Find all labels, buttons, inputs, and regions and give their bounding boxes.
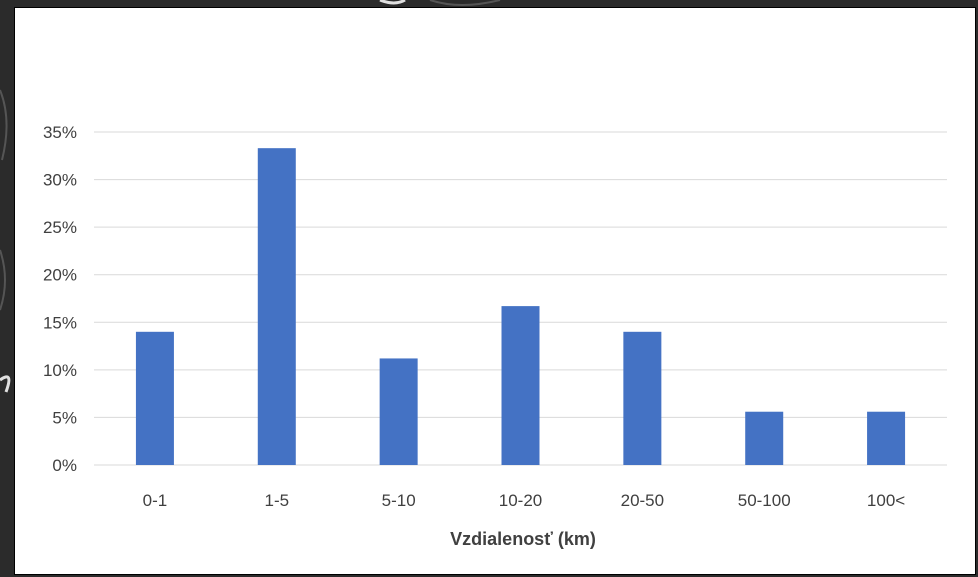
bar: [379, 358, 418, 465]
background-contour-line: [379, 0, 406, 5]
y-tick-label: 5%: [52, 408, 77, 427]
y-tick-label: 15%: [43, 313, 77, 332]
bar: [135, 331, 174, 465]
bar: [257, 148, 296, 465]
x-tick-label: 0-1: [143, 491, 168, 510]
x-tick-label: 1-5: [264, 491, 289, 510]
background-contour-line: [0, 89, 8, 161]
x-tick-label: 10-20: [499, 491, 542, 510]
bars: [135, 148, 906, 465]
bar-chart: 0% 5% 10% 15% 20% 25% 30% 35% 0-1 1-5 5-10 10-20 20…: [43, 123, 947, 549]
x-axis-title: Vzdialenosť (km): [450, 529, 596, 549]
y-tick-label: 35%: [43, 123, 77, 142]
x-tick-label: 20-50: [621, 491, 664, 510]
y-tick-label: 25%: [43, 218, 77, 237]
y-tick-label: 0%: [52, 456, 77, 475]
y-tick-label: 10%: [43, 361, 77, 380]
background-contour-line: [0, 249, 6, 311]
bar: [501, 306, 540, 465]
y-tick-label: 30%: [43, 171, 77, 190]
y-tick-label: 20%: [43, 266, 77, 285]
bar: [867, 411, 906, 465]
bar: [623, 331, 662, 465]
x-tick-label: 5-10: [382, 491, 416, 510]
background-contour-line: [429, 0, 501, 6]
bar: [745, 411, 784, 465]
x-tick-label: 50-100: [738, 491, 791, 510]
y-axis-tick-labels: 0% 5% 10% 15% 20% 25% 30% 35%: [43, 123, 77, 475]
background-contour-line: [0, 375, 11, 393]
x-tick-label: 100<: [867, 491, 905, 510]
chart-panel: 0% 5% 10% 15% 20% 25% 30% 35% 0-1 1-5 5-10 10-20 20…: [14, 7, 976, 575]
x-axis-tick-labels: 0-1 1-5 5-10 10-20 20-50 50-100 100<: [143, 491, 906, 510]
